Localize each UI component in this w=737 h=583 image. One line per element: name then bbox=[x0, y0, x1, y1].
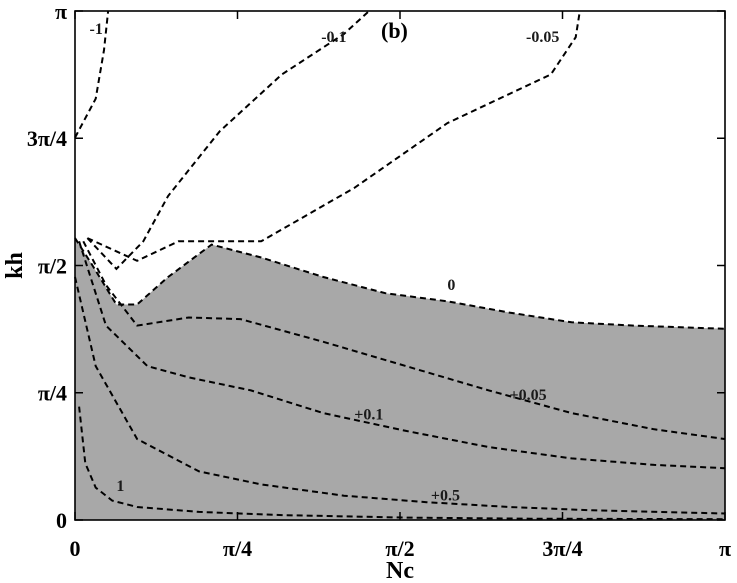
x-axis-title: Nc bbox=[386, 558, 414, 583]
shaded-region bbox=[75, 238, 725, 520]
contour-label-2: -0.05 bbox=[526, 29, 559, 46]
y-axis-title: kh bbox=[2, 252, 28, 279]
contour-line-1 bbox=[86, 10, 370, 271]
contour-label-6: +0.5 bbox=[431, 488, 460, 505]
y-tick-label-3: 3π/4 bbox=[27, 126, 67, 151]
contour-line-2 bbox=[86, 11, 581, 262]
contour-labels-layer: -1 -0.1 -0.05 0 +0.05 +0.1 +0.5 1 bbox=[90, 21, 560, 505]
contour-label-4: +0.05 bbox=[510, 387, 547, 404]
contour-label-5: +0.1 bbox=[354, 407, 383, 424]
y-tick-label-2: π/2 bbox=[38, 253, 67, 278]
contour-line-7 bbox=[78, 406, 725, 521]
panel-label: (b) bbox=[381, 18, 408, 43]
x-tick-label-1: π/4 bbox=[223, 536, 252, 561]
contour-label-7: 1 bbox=[116, 478, 124, 495]
contour-lines-layer bbox=[74, 10, 725, 521]
x-tick-label-4: π bbox=[719, 536, 731, 561]
contour-label-1: -0.1 bbox=[321, 29, 346, 46]
contour-label-3: 0 bbox=[447, 277, 455, 294]
x-tick-label-3: 3π/4 bbox=[542, 536, 582, 561]
contour-line-6 bbox=[74, 276, 725, 515]
tick-layer: 0 π/4 π/2 3π/4 π 0 π/4 π/2 3π/4 π bbox=[27, 0, 731, 561]
contour-label-0: -1 bbox=[90, 21, 103, 38]
x-tick-label-2: π/2 bbox=[385, 536, 414, 561]
contour-line-4 bbox=[82, 240, 725, 440]
x-tick-label-0: 0 bbox=[70, 536, 81, 561]
contour-line-0 bbox=[74, 11, 110, 139]
y-tick-label-1: π/4 bbox=[38, 381, 67, 406]
y-tick-label-4: π bbox=[55, 0, 67, 24]
shaded-region-layer bbox=[75, 238, 725, 520]
y-tick-label-0: 0 bbox=[56, 508, 67, 533]
